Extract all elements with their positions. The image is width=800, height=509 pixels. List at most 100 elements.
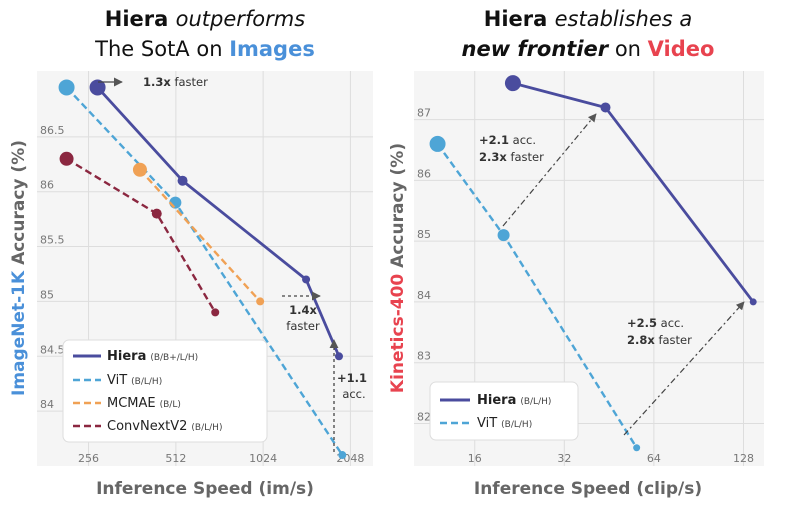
video-ann2a-text: acc. [657,316,684,330]
images-y-tick-label: 86 [40,179,54,192]
images-y-tick-label: 84 [40,398,54,411]
images-title-part-3: Images [229,37,315,61]
video-chart: Hiera establishes a new frontier on Vide… [388,7,764,499]
video-point-vit [497,229,510,242]
video-ylabel-part-1: Accuracy (%) [388,143,408,274]
video-title-line2: new frontier on Video [462,37,715,61]
legend-video-hiera-name: Hiera [477,393,516,408]
video-ann1a-text: acc. [509,133,536,147]
images-y-tick-label: 85.5 [40,234,65,247]
video-y-tick-label: 84 [417,289,431,302]
images-title-line2: The SotA on Images [94,37,315,61]
images-ann1-bold: 1.3x [143,75,171,89]
images-annotation-3b: acc. [342,387,365,401]
images-annotation-2a: 1.4x [289,303,317,317]
video-y-tick-label: 82 [417,410,431,423]
legend-item-vit: ViT (B/L/H) [107,373,162,388]
video-title-part-1: establishes a [555,7,693,31]
video-title-line1: Hiera establishes a [484,7,692,31]
video-y-tick-label: 87 [417,107,431,120]
images-title-line1: Hiera outperforms [105,7,305,31]
video-ann2b-bold: 2.8x [627,333,655,347]
legend-item-hiera: Hiera (B/B+/L/H) [107,349,198,364]
video-ann1b-bold: 2.3x [479,150,507,164]
images-x-tick-label: 1024 [249,452,277,465]
images-title-part-1: outperforms [176,7,306,31]
images-title-part-2: The SotA on [94,37,229,61]
video-x-tick-label: 64 [647,452,661,465]
images-point-hiera [334,352,343,361]
video-legend: Hiera (B/L/H) ViT (B/L/H) [429,381,579,441]
images-y-axis-label: ImageNet-1K Accuracy (%) [9,140,29,396]
images-point-mcmae [256,297,265,306]
legend-vit-sub: (B/L/H) [131,377,162,387]
images-point-convnextv2 [59,151,74,166]
legend-item-video-vit: ViT (B/L/H) [477,416,532,431]
images-y-tick-label: 84.5 [40,343,65,356]
video-point-hiera [600,102,611,113]
video-title-part-3: on [608,37,648,61]
legend-video-hiera-sub: (B/L/H) [520,397,551,407]
images-ylabel-part-0: ImageNet-1K [9,270,29,396]
images-x-tick-label: 256 [78,452,99,465]
images-annotation-3a: +1.1 [337,371,367,385]
legend-convnextv2-name: ConvNextV2 [107,419,187,434]
video-arrow-1 [502,113,597,227]
images-chart: Hiera outperforms The SotA on Images 256… [9,7,373,499]
video-ann2b-text: faster [655,333,692,347]
images-point-mcmae [132,162,147,177]
images-y-tick-label: 86.5 [40,124,65,137]
video-y-axis-label: Kinetics-400 Accuracy (%) [388,143,408,393]
video-annotation-1b: 2.3x faster [479,150,544,164]
images-point-vit [58,79,75,96]
video-x-tick-label: 16 [468,452,482,465]
images-ylabel-part-1: Accuracy (%) [9,140,29,271]
images-series-group [58,79,347,460]
video-title-part-4: Video [648,37,715,61]
legend-convnextv2-sub: (B/L/H) [191,423,222,433]
video-annotation-2a: +2.5 acc. [627,316,684,330]
video-y-tick-label: 83 [417,350,431,363]
images-point-convnextv2 [211,308,220,317]
legend-item-video-hiera: Hiera (B/L/H) [477,393,551,408]
legend-mcmae-sub: (B/L) [160,400,181,410]
video-x-tick-label: 32 [557,452,571,465]
images-point-hiera [89,79,106,96]
images-legend: Hiera (B/B+/L/H) ViT (B/L/H) MCMAE (B/L) Co… [62,339,268,443]
video-ticks: 16 32 64 128 82 83 84 85 86 87 [417,107,754,465]
legend-hiera-sub: (B/B+/L/H) [150,353,198,363]
images-title-part-0: Hiera [105,7,176,31]
video-point-hiera [504,75,521,92]
legend-mcmae-name: MCMAE [107,396,156,411]
video-x-axis-label: Inference Speed (clip/s) [474,479,702,499]
video-y-tick-label: 86 [417,167,431,180]
video-series-group [429,75,757,452]
images-grid [37,71,373,466]
images-legend-box [62,339,268,443]
legend-item-convnextv2: ConvNextV2 (B/L/H) [107,419,222,434]
images-ann1-text: faster [171,75,208,89]
images-annotation-2b: faster [286,319,320,333]
video-x-tick-label: 128 [733,452,754,465]
images-point-hiera [177,175,188,186]
legend-vit-name: ViT [107,373,127,388]
images-series-line-hiera [96,86,341,357]
video-ann2a-bold: +2.5 [627,316,657,330]
legend-video-vit-name: ViT [477,416,497,431]
images-x-tick-label: 512 [165,452,186,465]
images-y-tick-label: 85 [40,288,54,301]
video-annotation-1a: +2.1 acc. [479,133,536,147]
legend-item-mcmae: MCMAE (B/L) [107,396,181,411]
legend-video-vit-sub: (B/L/H) [501,420,532,430]
images-annotation-1: 1.3x faster [143,75,208,89]
video-ylabel-part-0: Kinetics-400 [388,274,408,393]
video-point-vit [429,135,446,152]
images-point-convnextv2 [151,208,162,219]
images-point-vit [338,451,347,460]
images-x-axis-label: Inference Speed (im/s) [96,479,314,499]
video-ann1b-text: faster [507,150,544,164]
video-legend-box [429,381,579,441]
video-point-hiera [749,298,757,306]
